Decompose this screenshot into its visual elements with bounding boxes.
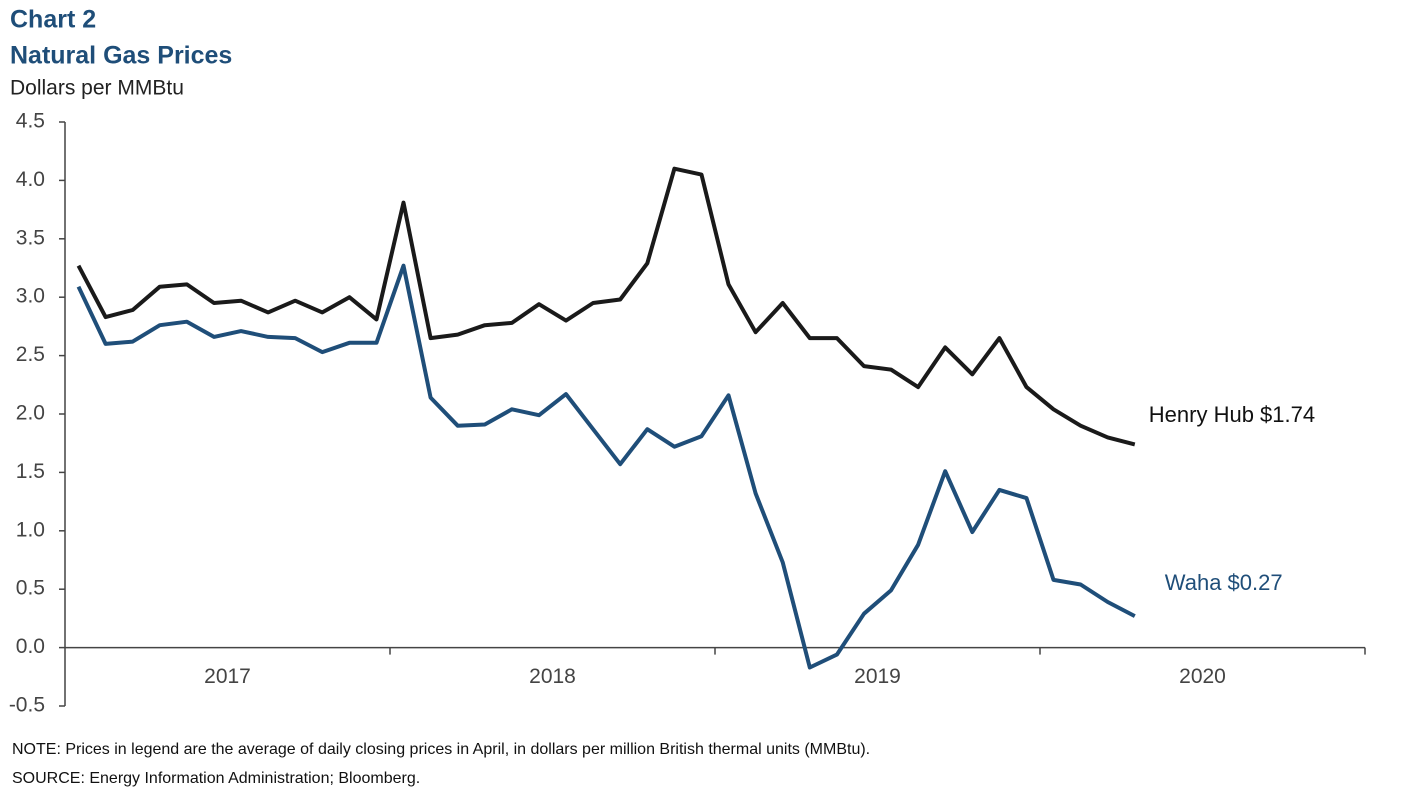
series-label: Henry Hub $1.74 — [1149, 402, 1315, 427]
y-tick-label: 2.5 — [16, 343, 45, 366]
x-tick-label: 2020 — [1179, 665, 1226, 688]
series-line — [76, 263, 1136, 670]
series-label: Waha $0.27 — [1165, 570, 1283, 595]
y-tick-label: 4.0 — [16, 168, 45, 191]
x-tick-label: 2019 — [854, 665, 901, 688]
x-tick-label: 2018 — [529, 665, 576, 688]
y-tick-label: 3.5 — [16, 226, 45, 249]
y-tick-label: 4.5 — [16, 110, 45, 133]
chart-subtitle: Natural Gas Prices — [10, 42, 232, 70]
y-tick-label: 1.0 — [16, 518, 45, 541]
y-tick-label: 3.0 — [16, 285, 45, 308]
y-tick-label: 2.0 — [16, 402, 45, 425]
y-tick-label: 1.5 — [16, 460, 45, 483]
y-tick-label: -0.5 — [9, 694, 45, 717]
y-axis-label: Dollars per MMBtu — [10, 77, 184, 100]
y-tick-label: 0.5 — [16, 577, 45, 600]
chart-title: Chart 2 — [10, 6, 96, 34]
x-tick-label: 2017 — [204, 665, 251, 688]
y-tick-label: 0.0 — [16, 635, 45, 658]
source: SOURCE: Energy Information Administratio… — [12, 770, 420, 787]
note: NOTE: Prices in legend are the average o… — [12, 741, 870, 758]
series-line — [76, 166, 1136, 447]
